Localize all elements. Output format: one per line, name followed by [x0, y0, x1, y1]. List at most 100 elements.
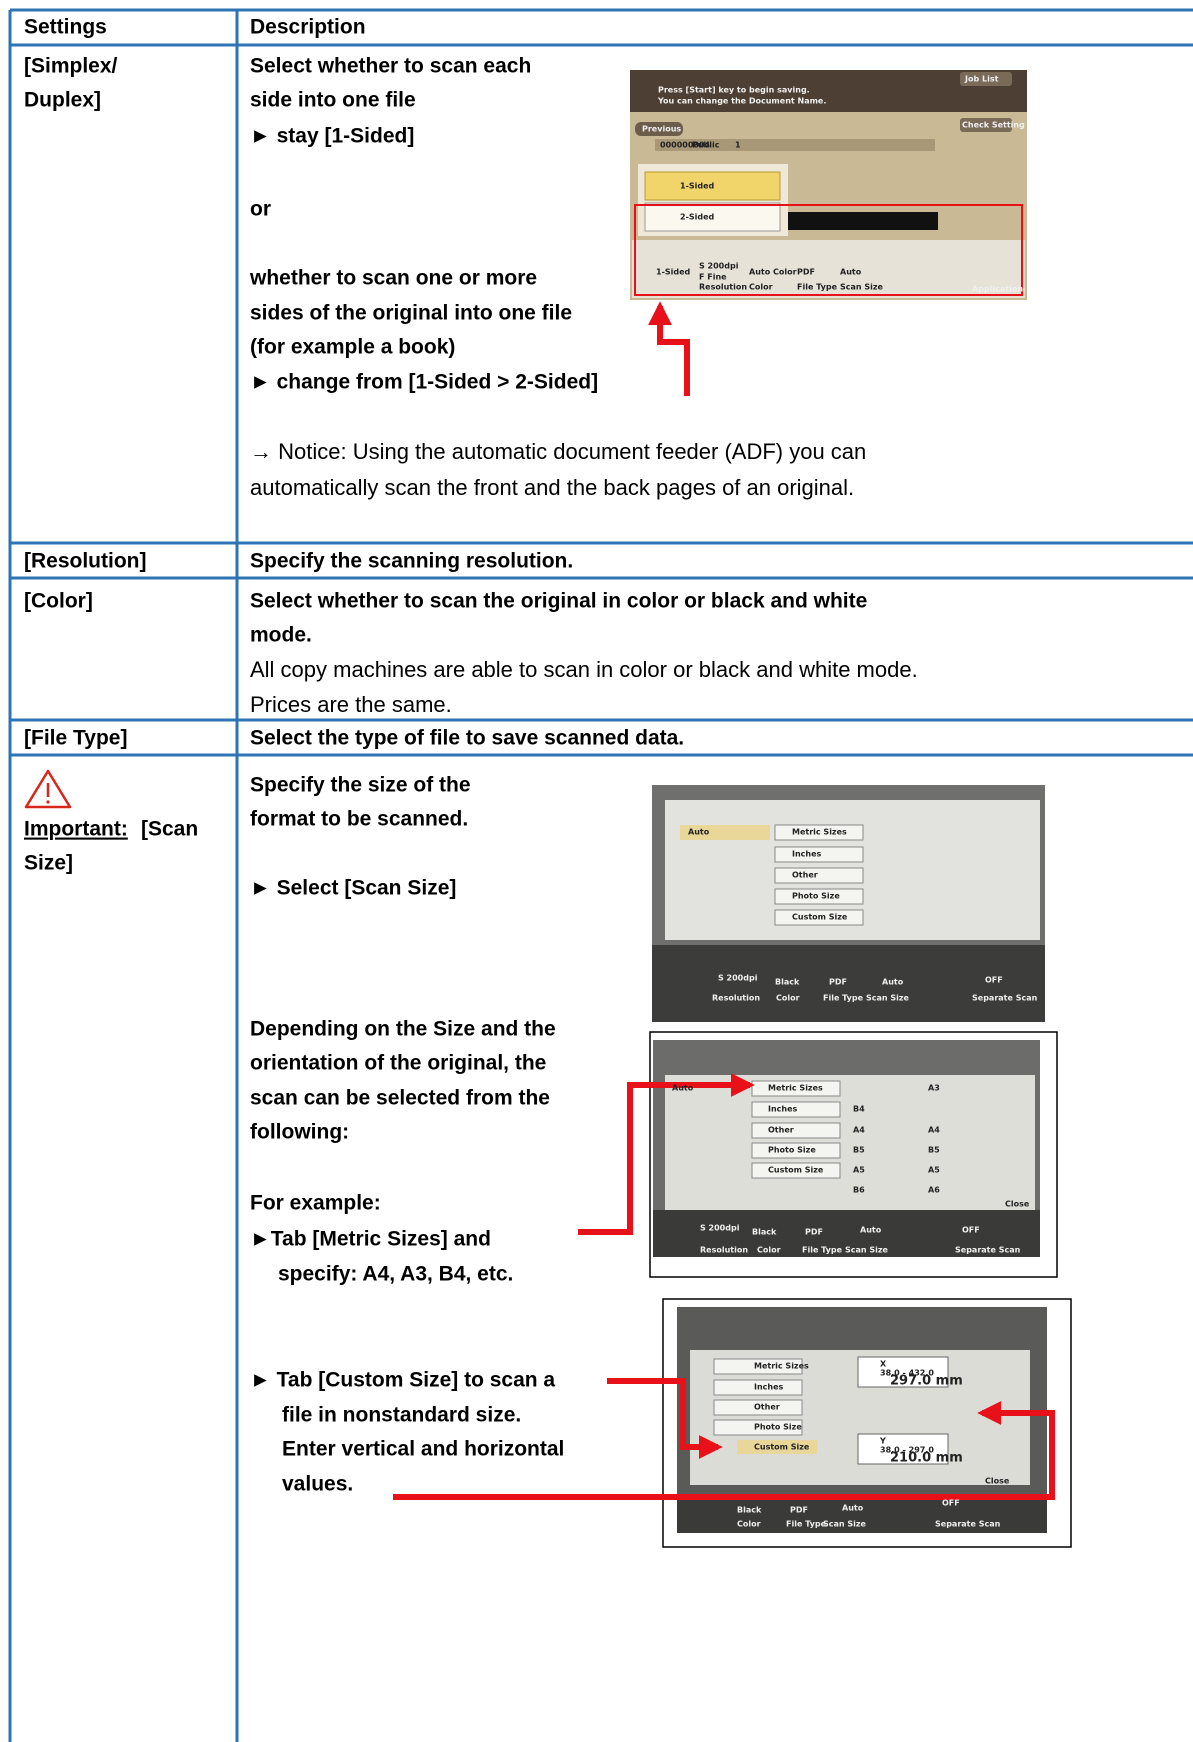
- text: ► change from [1-Sided > 2-Sided]: [250, 371, 598, 394]
- screenshot-label: Custom Size: [754, 1443, 810, 1452]
- field: [857, 1356, 949, 1388]
- screenshot-label: Color: [776, 994, 800, 1003]
- screenshot-label: Job List: [964, 75, 999, 84]
- screenshot-label: File Type: [823, 994, 864, 1003]
- screenshot-label: Resolution: [700, 1246, 748, 1255]
- text: [File Type]: [24, 727, 127, 750]
- screenshot-label: A5: [928, 1166, 940, 1175]
- screenshot-label: OFF: [962, 1226, 980, 1235]
- button: [644, 202, 781, 232]
- text: [Simplex/: [24, 55, 118, 78]
- text: Settings: [24, 16, 107, 39]
- screenshot-label: 297.0 mm: [890, 1374, 963, 1389]
- text: scan can be selected from the: [250, 1087, 550, 1110]
- screenshot-label: A4: [853, 1126, 865, 1135]
- screenshot-label: 38.0 - 432.0: [880, 1369, 934, 1378]
- text: whether to scan one or more: [249, 267, 537, 290]
- screenshot-label: PDF: [790, 1506, 808, 1515]
- screenshot-label: Black: [737, 1506, 762, 1515]
- button: [713, 1379, 803, 1396]
- screenshot-label: Close: [985, 1477, 1010, 1486]
- warning-icon: [46, 800, 50, 804]
- screenshot-label: Separate Scan: [935, 1520, 1001, 1529]
- screenshot-label: Auto Color: [749, 268, 797, 277]
- screenshot-label: Inches: [754, 1383, 784, 1392]
- button: [751, 1101, 841, 1118]
- screenshot-label: S 200dpi: [700, 1224, 740, 1233]
- screenshot-label: Auto: [672, 1084, 694, 1093]
- screenshot-label: Custom Size: [792, 913, 848, 922]
- screenshot-label: S 200dpi: [699, 262, 739, 271]
- text: values.: [282, 1473, 353, 1496]
- text: All copy machines are able to scan in co…: [250, 657, 918, 682]
- arrow: [648, 301, 690, 396]
- screenshot-label: Auto: [860, 1226, 882, 1235]
- text: [Scan: [141, 818, 198, 841]
- screenshot-label: X: [880, 1360, 887, 1369]
- panel: [665, 1075, 1035, 1210]
- screenshot-label: Previous: [642, 125, 681, 134]
- text: file in nonstandard size.: [282, 1404, 521, 1427]
- text: ► Tab [Custom Size] to scan a: [250, 1369, 555, 1392]
- screenshot-label: Photo Size: [768, 1146, 816, 1155]
- screenshot-label: Metric Sizes: [754, 1362, 809, 1371]
- button: [774, 888, 864, 905]
- screenshot-label: Check Setting: [962, 121, 1025, 130]
- screenshot-label: S 200dpi: [718, 974, 758, 983]
- text: Select whether to scan each: [250, 55, 531, 78]
- screenshot-label: A6: [928, 1186, 940, 1195]
- screenshot-label: You can change the Document Name.: [657, 97, 826, 106]
- button: [774, 846, 864, 863]
- field: [857, 1433, 949, 1465]
- screenshot-label: Auto: [842, 1504, 864, 1513]
- text: Enter vertical and horizontal: [282, 1438, 564, 1461]
- frame: [649, 1031, 1058, 1278]
- screenshot-label: File Type: [786, 1520, 827, 1529]
- text: Select whether to scan the original in c…: [250, 590, 867, 613]
- screenshot-label: Color: [757, 1246, 781, 1255]
- screenshot-label: PDF: [797, 268, 815, 277]
- screenshot-label: Photo Size: [792, 892, 840, 901]
- arrow: [578, 1073, 755, 1235]
- highlight: [634, 204, 1023, 296]
- screenshot-label: A4: [928, 1126, 940, 1135]
- screenshot-label: B6: [853, 1186, 865, 1195]
- field: [788, 212, 938, 230]
- screenshot-label: 1: [735, 141, 741, 150]
- screenshot-label: OFF: [985, 976, 1003, 985]
- text: → Notice: Using the automatic document f…: [250, 439, 866, 464]
- screenshot-label: 1-Sided: [680, 182, 715, 191]
- screenshot-label: 38.0 - 297.0: [880, 1446, 934, 1455]
- button: [644, 171, 781, 201]
- screenshot-label: B5: [928, 1146, 940, 1155]
- text: Specify the size of the: [250, 774, 471, 797]
- screenshot-label: Y: [879, 1437, 886, 1446]
- text: ► stay [1-Sided]: [250, 125, 414, 148]
- button: [774, 824, 864, 841]
- button: [680, 825, 770, 840]
- button: [635, 122, 683, 136]
- text: or: [250, 198, 271, 221]
- screenshot-label: File Type: [802, 1246, 843, 1255]
- text: following:: [250, 1121, 349, 1144]
- toolbar: [653, 1210, 1040, 1257]
- screenshot-label: Other: [768, 1126, 794, 1135]
- frame: [662, 1298, 1072, 1548]
- screenshot-label: 2-Sided: [680, 213, 715, 222]
- text: mode.: [250, 624, 312, 647]
- screenshot-label: A5: [853, 1166, 865, 1175]
- highlight: [737, 1440, 817, 1454]
- text: sides of the original into one file: [250, 302, 572, 325]
- screenshot-label: 000000004: [660, 141, 711, 150]
- button: [713, 1399, 803, 1416]
- screenshot-label: Scan Size: [840, 283, 884, 292]
- screenshot-label: Press [Start] key to begin saving.: [658, 86, 810, 95]
- screenshot-label: Black: [775, 978, 800, 987]
- text: (for example a book): [250, 336, 455, 359]
- screenshot-label: Scan Size: [823, 1520, 867, 1529]
- button: [713, 1419, 803, 1436]
- screenshot-label: F Fine: [699, 273, 727, 282]
- button: [960, 118, 1012, 132]
- screenshot-label: Inches: [792, 850, 822, 859]
